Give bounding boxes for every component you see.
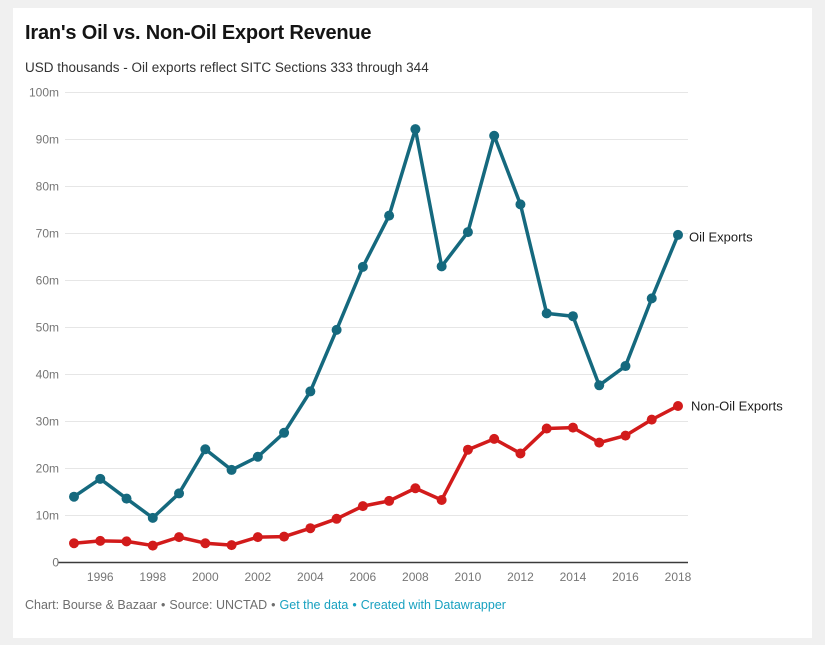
svg-text:60m: 60m bbox=[36, 274, 59, 288]
data-point bbox=[174, 532, 185, 543]
data-point bbox=[567, 422, 578, 433]
datawrapper-link[interactable]: Created with Datawrapper bbox=[360, 598, 506, 612]
svg-text:2000: 2000 bbox=[192, 570, 219, 584]
data-point bbox=[331, 513, 342, 524]
data-point bbox=[515, 448, 526, 459]
data-point bbox=[95, 473, 106, 484]
data-point bbox=[305, 386, 316, 397]
chart-card bbox=[13, 8, 812, 638]
non-oil-exports-line bbox=[69, 400, 683, 551]
data-point bbox=[515, 199, 526, 210]
data-point bbox=[69, 538, 79, 549]
svg-text:20m: 20m bbox=[36, 462, 59, 476]
data-point bbox=[69, 491, 79, 502]
svg-text:80m: 80m bbox=[36, 180, 59, 194]
data-point bbox=[594, 380, 605, 391]
data-point bbox=[673, 229, 683, 240]
data-point bbox=[489, 130, 500, 141]
data-point bbox=[384, 210, 395, 221]
svg-text:2010: 2010 bbox=[455, 570, 482, 584]
footer-separator: • bbox=[352, 598, 357, 612]
y-axis-labels: 0 10m 20m 30m 40m 50m 60m 70m 80m 90m 100m bbox=[29, 86, 59, 570]
data-point bbox=[147, 512, 158, 523]
data-point bbox=[594, 437, 605, 448]
svg-text:30m: 30m bbox=[36, 415, 59, 429]
data-point bbox=[620, 361, 631, 372]
data-point bbox=[620, 430, 631, 441]
data-point bbox=[646, 414, 657, 425]
svg-text:40m: 40m bbox=[36, 368, 59, 382]
data-point bbox=[121, 536, 132, 547]
svg-text:2018: 2018 bbox=[665, 570, 692, 584]
data-point bbox=[673, 400, 683, 411]
data-point bbox=[305, 523, 316, 534]
svg-text:2008: 2008 bbox=[402, 570, 429, 584]
data-point bbox=[567, 311, 578, 322]
data-point bbox=[331, 324, 342, 335]
data-point bbox=[95, 535, 106, 546]
svg-text:90m: 90m bbox=[36, 133, 59, 147]
get-the-data-link[interactable]: Get the data bbox=[279, 598, 349, 612]
data-point bbox=[489, 433, 500, 444]
series-label-non-oil-exports: Non-Oil Exports bbox=[691, 398, 783, 414]
data-point bbox=[200, 444, 211, 455]
data-point bbox=[252, 451, 263, 462]
svg-text:1998: 1998 bbox=[139, 570, 166, 584]
svg-text:70m: 70m bbox=[36, 227, 59, 241]
svg-text:100m: 100m bbox=[29, 86, 59, 100]
data-point bbox=[174, 488, 185, 499]
series-label-oil-exports: Oil Exports bbox=[689, 229, 753, 245]
svg-text:10m: 10m bbox=[36, 509, 59, 523]
data-point bbox=[279, 427, 290, 438]
y-gridlines bbox=[58, 92, 688, 564]
svg-text:2004: 2004 bbox=[297, 570, 324, 584]
data-point bbox=[436, 494, 447, 505]
svg-text:50m: 50m bbox=[36, 321, 59, 335]
chart-subtitle: USD thousands - Oil exports reflect SITC… bbox=[25, 60, 429, 75]
data-point bbox=[541, 308, 552, 319]
data-point bbox=[147, 540, 158, 551]
data-point bbox=[226, 464, 237, 475]
data-point bbox=[279, 531, 290, 542]
data-point bbox=[226, 540, 237, 551]
svg-text:0: 0 bbox=[52, 556, 59, 570]
data-point bbox=[410, 483, 421, 494]
svg-text:1996: 1996 bbox=[87, 570, 114, 584]
data-point bbox=[462, 227, 473, 238]
svg-text:2006: 2006 bbox=[350, 570, 377, 584]
x-axis-labels: 1996 1998 2000 2002 2004 2006 2008 2010 2012 2014… bbox=[87, 570, 692, 584]
svg-text:2002: 2002 bbox=[244, 570, 271, 584]
data-point bbox=[252, 532, 263, 543]
chart-title: Iran's Oil vs. Non-Oil Export Revenue bbox=[25, 22, 372, 44]
data-point bbox=[200, 538, 211, 549]
chart-footer: Chart: Bourse & Bazaar • Source: UNCTAD • Ge… bbox=[25, 598, 506, 612]
chart-credit: Chart: Bourse & Bazaar bbox=[25, 598, 158, 612]
data-point bbox=[357, 501, 368, 512]
data-point bbox=[410, 124, 421, 135]
data-point bbox=[121, 493, 132, 504]
footer-separator: • bbox=[271, 598, 276, 612]
svg-text:2014: 2014 bbox=[560, 570, 587, 584]
svg-text:2016: 2016 bbox=[612, 570, 639, 584]
data-point bbox=[357, 261, 368, 272]
data-point bbox=[646, 293, 657, 304]
oil-exports-line bbox=[69, 124, 683, 523]
data-point bbox=[384, 495, 395, 506]
data-point bbox=[541, 423, 552, 434]
svg-text:2012: 2012 bbox=[507, 570, 534, 584]
footer-separator: • bbox=[161, 598, 166, 612]
source-credit: Source: UNCTAD bbox=[169, 598, 268, 612]
data-point bbox=[462, 444, 473, 455]
data-point bbox=[436, 261, 447, 272]
